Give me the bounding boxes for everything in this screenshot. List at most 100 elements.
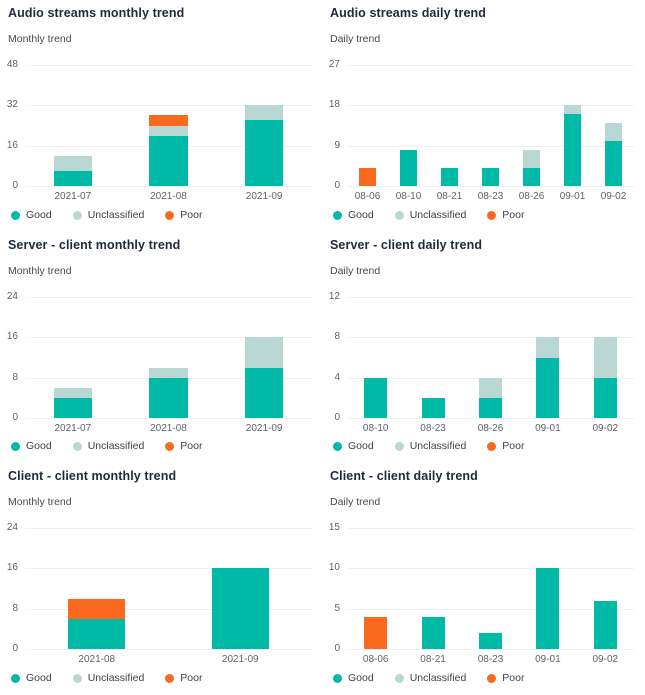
legend-item-unclassified[interactable]: Unclassified — [72, 209, 144, 221]
bar-segment-good[interactable] — [245, 120, 284, 186]
y-axis-tick-label: 8 — [334, 331, 340, 343]
bar-segment-good[interactable] — [400, 150, 417, 186]
legend-item-good[interactable]: Good — [333, 209, 374, 221]
chart-legend: Good Unclassified Poor — [333, 440, 524, 452]
bar-segment-unclassified[interactable] — [149, 367, 188, 378]
bar-segment-poor[interactable] — [149, 115, 188, 126]
bar-segment-unclassified[interactable] — [245, 105, 284, 121]
plot-area: 27 18 9 0 08-06 08-10 08-21 08-23 08-26 09-01 09-0… — [329, 59, 634, 202]
bar-segment-good[interactable] — [421, 397, 445, 418]
gridline — [347, 528, 634, 529]
bar-segment-good[interactable] — [482, 168, 499, 186]
bar-segment-good[interactable] — [245, 367, 284, 418]
legend-item-good[interactable]: Good — [333, 440, 374, 452]
x-axis-tick-label: 2021-09 — [245, 191, 283, 202]
legend-item-unclassified[interactable]: Unclassified — [72, 440, 144, 452]
legend-dot-icon — [11, 441, 20, 451]
bar-segment-good[interactable] — [479, 397, 502, 418]
legend-item-poor[interactable]: Poor — [165, 672, 202, 684]
y-axis-tick-label: 12 — [328, 291, 340, 302]
chart-legend: Good Unclassified Poor — [333, 672, 524, 684]
legend-dot-icon — [394, 210, 404, 220]
legend-dot-icon — [165, 441, 175, 451]
legend-item-good[interactable]: Good — [11, 440, 52, 452]
chart-subtitle: Daily trend — [330, 496, 381, 508]
y-axis-tick-label: 0 — [12, 180, 18, 191]
bar-segment-good[interactable] — [211, 568, 269, 649]
bar-segment-unclassified[interactable] — [479, 377, 502, 398]
bar-segment-good[interactable] — [364, 377, 388, 418]
legend-item-unclassified[interactable]: Unclassified — [72, 672, 144, 684]
legend-dot-icon — [72, 441, 82, 451]
legend-label: Poor — [180, 209, 203, 221]
bar-segment-good[interactable] — [421, 616, 445, 649]
bar-segment-unclassified[interactable] — [149, 125, 188, 136]
bar-segment-good[interactable] — [53, 170, 92, 186]
bar-segment-unclassified[interactable] — [564, 105, 581, 115]
bar-segment-poor[interactable] — [364, 616, 388, 649]
gridline — [25, 568, 312, 570]
y-axis-tick-label: 24 — [6, 291, 18, 302]
x-axis-tick-label: 2021-07 — [54, 423, 92, 434]
bar-segment-unclassified[interactable] — [53, 155, 92, 171]
bar-segment-poor[interactable] — [68, 598, 126, 619]
legend-label: Good — [26, 672, 52, 684]
bar-segment-good[interactable] — [523, 168, 540, 186]
legend-dot-icon — [487, 673, 497, 683]
bar-segment-unclassified[interactable] — [523, 150, 540, 169]
bar-segment-unclassified[interactable] — [536, 337, 560, 358]
legend-dot-icon — [487, 441, 497, 451]
bar-segment-unclassified[interactable] — [245, 337, 284, 368]
legend-label: Poor — [180, 440, 203, 452]
bar-segment-good[interactable] — [68, 618, 126, 649]
x-axis-tick-label: 08-26 — [477, 423, 504, 434]
x-axis-tick-label: 09-01 — [535, 654, 561, 665]
legend-item-poor[interactable]: Poor — [165, 209, 202, 221]
legend-dot-icon — [333, 210, 342, 220]
chart-panel-5: Client - client monthly trend Monthly tre… — [0, 463, 322, 695]
legend-item-poor[interactable]: Poor — [487, 672, 524, 684]
bar-segment-unclassified[interactable] — [53, 387, 92, 398]
bar-segment-good[interactable] — [593, 377, 617, 418]
y-axis-tick-label: 24 — [6, 522, 18, 533]
legend-item-unclassified[interactable]: Unclassified — [394, 672, 466, 684]
bar-segment-good[interactable] — [479, 632, 502, 649]
bar-segment-unclassified[interactable] — [605, 123, 622, 142]
y-axis-tick-label: 5 — [334, 602, 340, 614]
legend-item-unclassified[interactable]: Unclassified — [394, 440, 466, 452]
x-axis-tick-label: 08-06 — [362, 654, 389, 665]
legend-item-poor[interactable]: Poor — [487, 209, 524, 221]
bar-segment-unclassified[interactable] — [593, 337, 617, 378]
legend-item-good[interactable]: Good — [333, 672, 374, 684]
chart-panel-2: Audio streams daily trend Daily trend 27 18… — [322, 0, 645, 232]
gridline — [25, 186, 312, 187]
bar-segment-good[interactable] — [149, 135, 188, 186]
bar-segment-poor[interactable] — [359, 168, 376, 186]
x-axis-tick-label: 09-02 — [592, 654, 619, 665]
bar-segment-good[interactable] — [53, 397, 92, 418]
legend-item-poor[interactable]: Poor — [487, 440, 524, 452]
x-axis-tick-label: 09-02 — [592, 423, 619, 434]
gridline — [25, 418, 312, 419]
legend-item-unclassified[interactable]: Unclassified — [394, 209, 466, 221]
bar-segment-good[interactable] — [441, 168, 458, 186]
bar-segment-good[interactable] — [149, 377, 188, 418]
gridline — [347, 297, 634, 298]
legend-item-good[interactable]: Good — [11, 672, 52, 684]
x-axis-tick-label: 2021-09 — [245, 423, 283, 434]
y-axis-tick-label: 9 — [334, 139, 340, 151]
legend-dot-icon — [72, 673, 82, 683]
bar-segment-good[interactable] — [536, 357, 560, 418]
plot-area: 24 16 8 0 2021-08 2021-09 — [7, 522, 312, 665]
bar-segment-good[interactable] — [605, 141, 622, 186]
bar-segment-good[interactable] — [593, 600, 617, 649]
bar-segment-good[interactable] — [536, 568, 560, 649]
gridline — [25, 65, 312, 66]
x-axis-tick-label: 09-02 — [600, 191, 627, 202]
x-axis-tick-label: 2021-07 — [54, 191, 92, 202]
bar-segment-good[interactable] — [564, 114, 581, 186]
legend-item-poor[interactable]: Poor — [165, 440, 202, 452]
legend-item-good[interactable]: Good — [11, 209, 52, 221]
chart-legend: Good Unclassified Poor — [11, 672, 202, 684]
